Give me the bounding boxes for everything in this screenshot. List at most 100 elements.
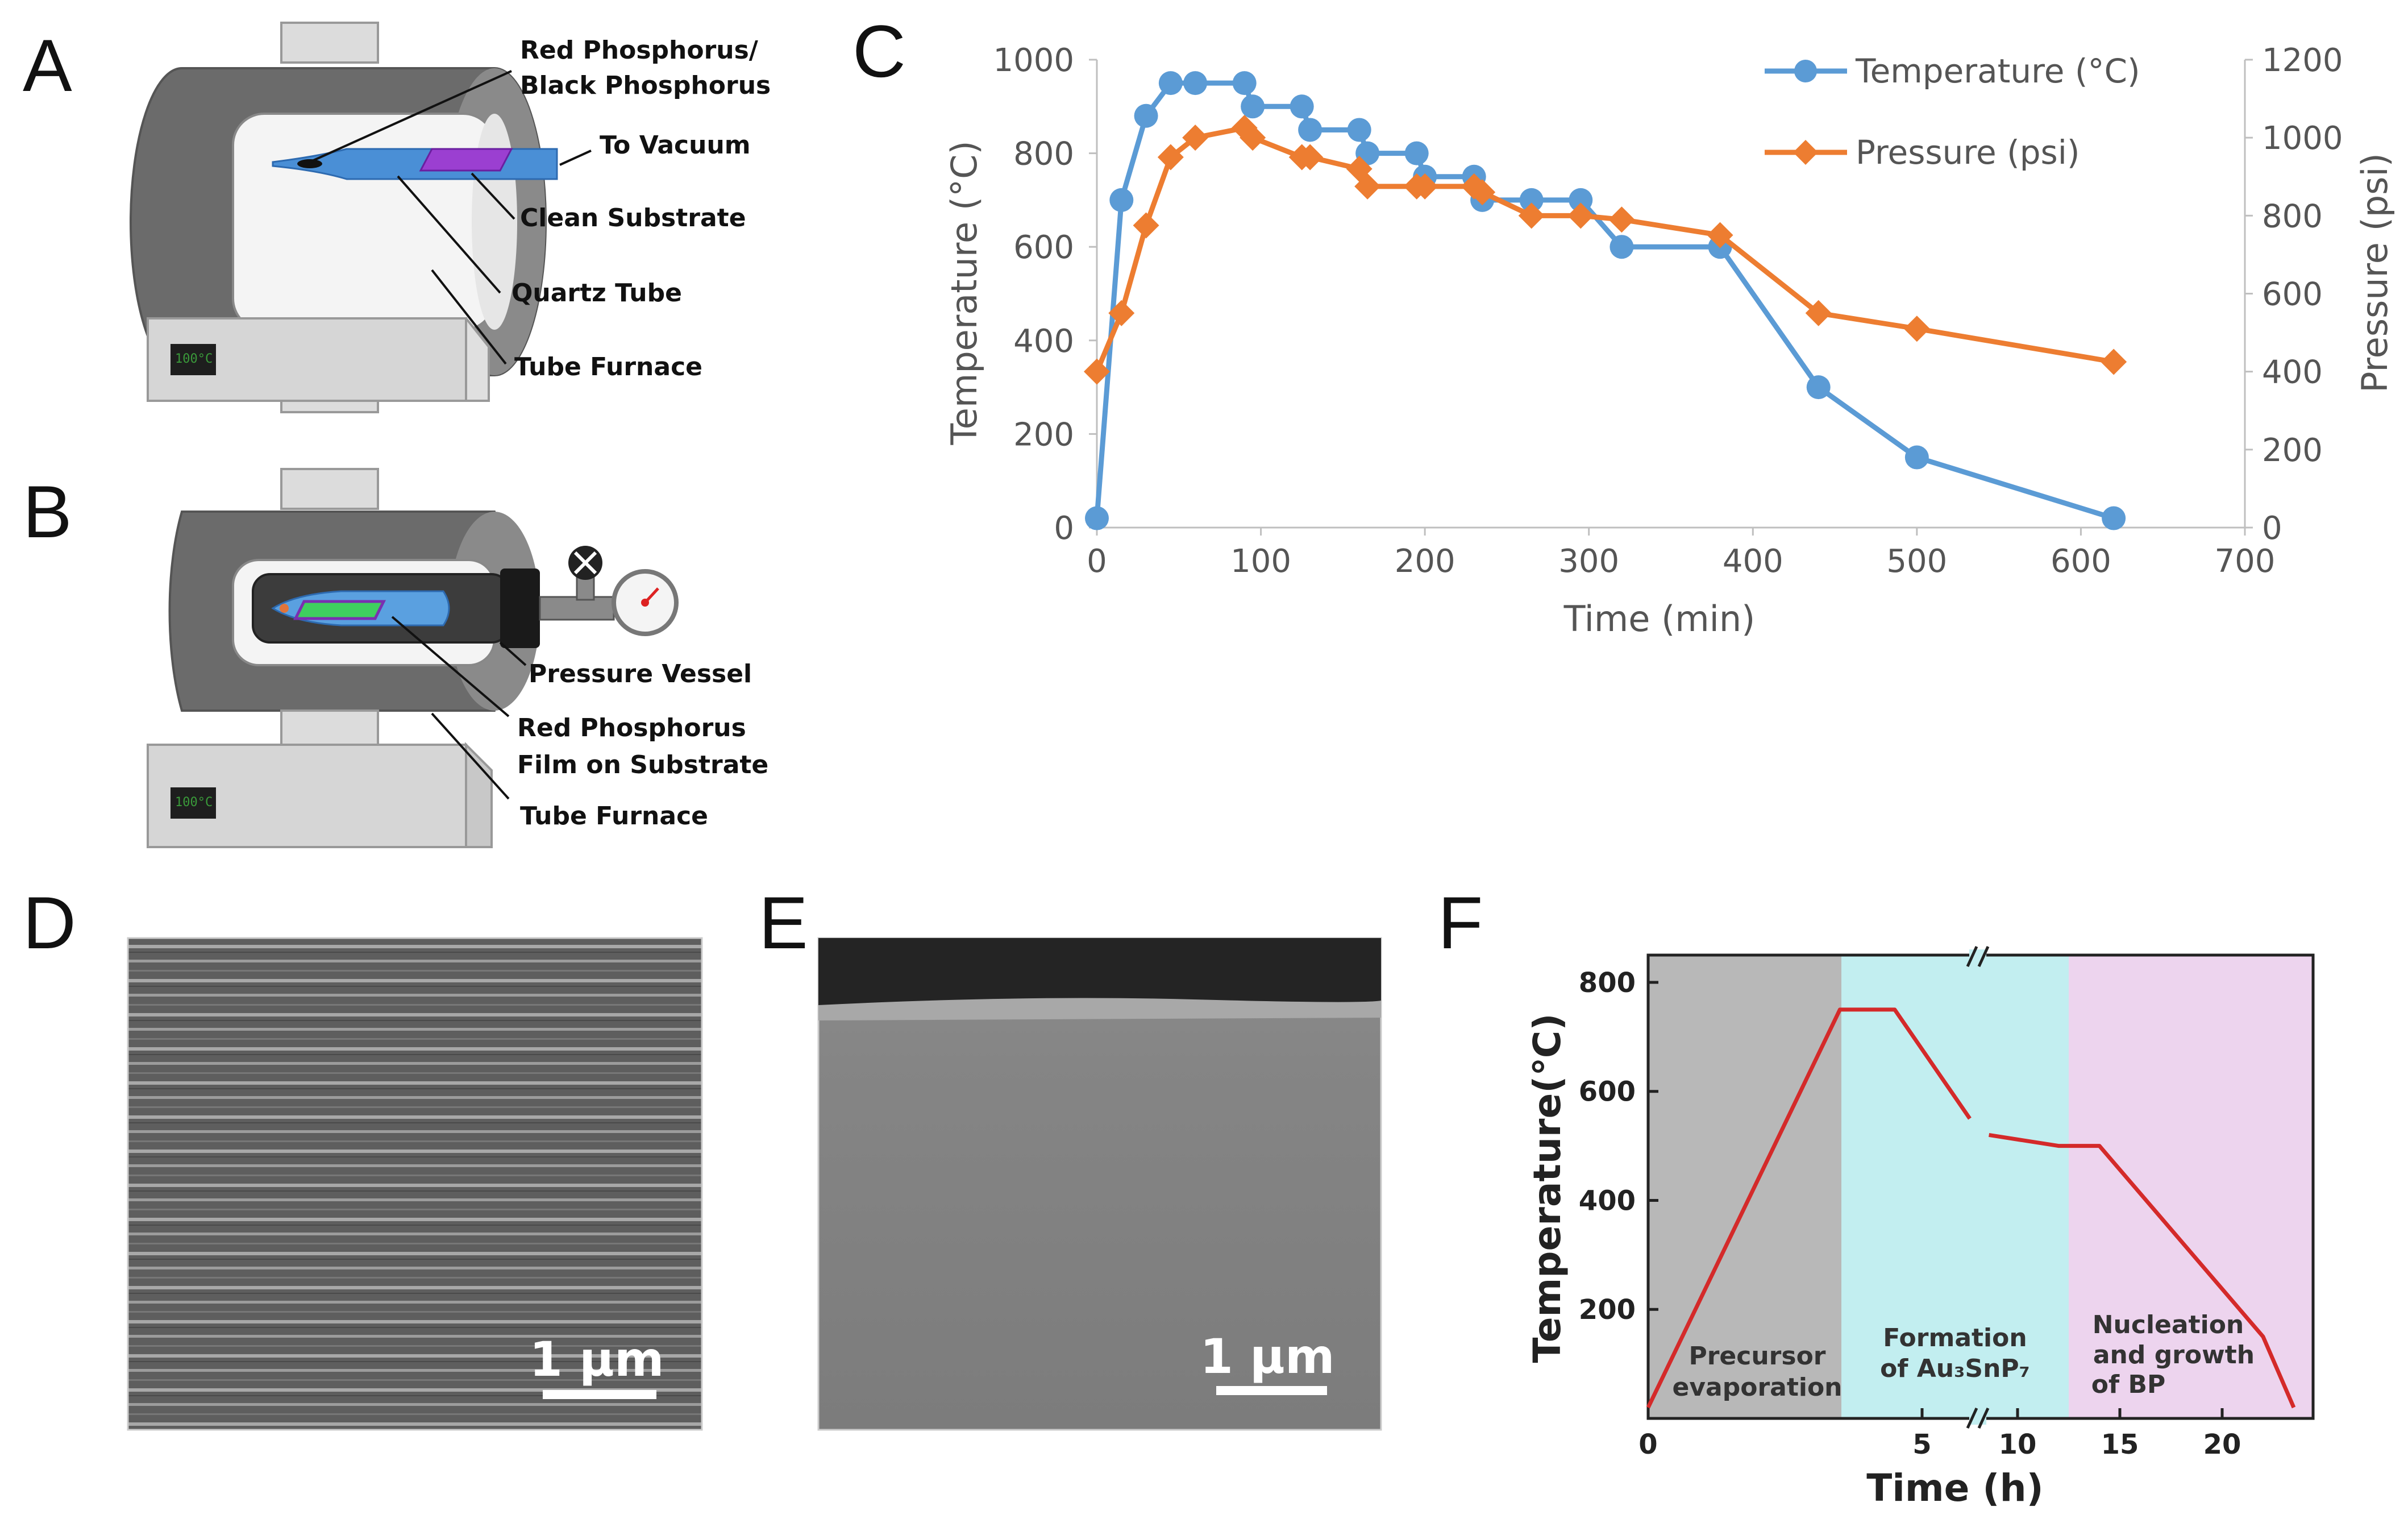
- f-region-label-nucleation-3: of BP: [2091, 1370, 2165, 1399]
- f-region-formation: [1841, 955, 2069, 1418]
- f-x-tick-label-2: 10: [1999, 1429, 2037, 1460]
- c-x-tick-label-4: 400: [1723, 543, 1783, 580]
- annotation-red-phosphorus-film: Red Phosphorus: [517, 713, 746, 742]
- c-y2-tick-label-4: 800: [2262, 198, 2323, 235]
- panel-e: E 1 μm: [759, 881, 1382, 1431]
- f-profile-line-1: [1646, 1007, 1972, 1409]
- f-y-tick-label-3: 800: [1579, 967, 1636, 999]
- annotation-tube-furnace-b: Tube Furnace: [520, 802, 708, 831]
- annotation-film-on-substrate: Film on Substrate: [517, 750, 768, 779]
- f-region-label-nucleation-2: and growth: [2093, 1341, 2255, 1370]
- f-region-label-formation-1: Formation: [1883, 1323, 2027, 1352]
- c-point-pressure-2: [1133, 212, 1159, 239]
- c-point-temperature-1: [1109, 188, 1134, 212]
- panel-label-b: B: [23, 470, 72, 553]
- c-point-temperature-2: [1134, 103, 1158, 128]
- c-y2-tick-label-1: 200: [2262, 432, 2323, 469]
- scale-bar-d: [543, 1390, 656, 1399]
- c-x-tick-label-7: 700: [2215, 543, 2276, 580]
- f-x-tick-label-3: 15: [2101, 1429, 2139, 1460]
- c-x-axis-title: Time (min): [1563, 598, 1756, 640]
- c-x-tick-label-1: 100: [1230, 543, 1291, 580]
- panel-label-c: C: [852, 10, 906, 93]
- annotation-to-vacuum: To Vacuum: [600, 131, 751, 160]
- f-y-tick-label-2: 600: [1579, 1076, 1636, 1108]
- c-point-pressure-10: [1354, 173, 1381, 200]
- annotation-pressure-vessel: Pressure Vessel: [529, 659, 752, 688]
- c-point-temperature-3: [1158, 71, 1183, 96]
- c-y-tick-label-5: 1000: [993, 42, 1074, 79]
- c-y-axis-title: Temperature (°C): [943, 140, 985, 445]
- c-x-tick-label-0: 0: [1087, 543, 1107, 580]
- c-y-tick-label-2: 400: [1013, 323, 1074, 360]
- f-region-label-formation-2: of Au₃SnP₇: [1880, 1354, 2030, 1383]
- c-point-temperature-7: [1290, 94, 1314, 119]
- f-x-tick-label-1: 5: [1912, 1429, 1931, 1460]
- c-legend-temperature-marker: [1794, 60, 1817, 82]
- c-point-temperature-16: [1569, 188, 1593, 212]
- c-series-line-pressure: [1094, 125, 2114, 373]
- f-series: [1646, 1007, 2296, 1409]
- c-y2-tick-label-0: 0: [2262, 510, 2282, 547]
- f-y-axis-title: Temperature(℃): [1525, 1014, 1569, 1363]
- f-y-tick-label-1: 400: [1579, 1185, 1636, 1217]
- f-axis-break: [1966, 945, 1990, 1429]
- c-x-tick-label-2: 200: [1395, 543, 1455, 580]
- c-point-pressure-16: [1567, 202, 1594, 229]
- annotation-black-phosphorus: Black Phosphorus: [520, 71, 771, 100]
- c-point-pressure-4: [1182, 125, 1209, 151]
- c-point-pressure-15: [1518, 202, 1545, 229]
- f-region-label-nucleation-1: Nucleation: [2093, 1310, 2244, 1339]
- c-y-tick-label-0: 0: [1054, 510, 1074, 547]
- scale-bar-label-d: 1 μm: [529, 1331, 664, 1387]
- c-point-pressure-0: [1084, 358, 1110, 385]
- c-legend-pressure-marker: [1793, 140, 1818, 165]
- scale-bar-label-e: 1 μm: [1200, 1329, 1334, 1384]
- panel-label-a: A: [23, 24, 72, 107]
- f-x-tick-label-4: 20: [2203, 1429, 2241, 1460]
- c-y2-tick-label-5: 1000: [2262, 120, 2343, 157]
- c-y2-axis-title: Pressure (psi): [2354, 153, 2395, 393]
- panel-a: A 100°C Red Phosphorus/ Black Phosphorus…: [23, 22, 771, 413]
- furnace-display-b: 100°C: [175, 795, 213, 810]
- annotation-quartz-tube: Quartz Tube: [511, 279, 682, 308]
- c-legend-pressure: Pressure (psi): [1856, 133, 2080, 172]
- c-x-tick-label-3: 300: [1558, 543, 1619, 580]
- c-point-temperature-5: [1232, 71, 1257, 96]
- c-y2-tick-label-6: 1200: [2262, 42, 2343, 79]
- c-point-pressure-6: [1240, 125, 1266, 151]
- c-x-tick-label-6: 600: [2051, 543, 2111, 580]
- c-point-temperature-20: [1904, 445, 1929, 470]
- c-legend-temperature: Temperature (°C): [1855, 52, 2140, 90]
- c-y2-tick-label-3: 600: [2262, 276, 2323, 313]
- f-y-tick-label-0: 200: [1579, 1294, 1636, 1326]
- c-point-temperature-9: [1347, 118, 1371, 142]
- c-point-temperature-6: [1241, 94, 1265, 119]
- c-point-temperature-0: [1085, 506, 1109, 530]
- c-point-temperature-21: [2102, 506, 2126, 530]
- c-legend: Temperature (°C) Pressure (psi): [1765, 52, 2140, 172]
- c-point-pressure-21: [2101, 348, 2127, 375]
- c-ticks: 0 100 200 300 400 500 600 700020040060080010000…: [993, 42, 2343, 580]
- f-x-axis-title: Time (h): [1866, 1466, 2043, 1510]
- c-series-line-temperature: [1094, 80, 2115, 521]
- panel-label-e: E: [759, 881, 808, 964]
- c-point-pressure-3: [1157, 144, 1184, 171]
- c-y-tick-label-1: 200: [1013, 416, 1074, 453]
- panel-c: C 0 100 200 300 400 500 600 7000200400600800100…: [852, 10, 2395, 640]
- c-point-temperature-15: [1519, 188, 1544, 212]
- c-point-pressure-14: [1469, 179, 1496, 206]
- f-region-label-precursor-2: evaporation: [1673, 1373, 1843, 1402]
- f-ticks: 200 400 600 800 0 5 10 15 20: [1579, 967, 2241, 1460]
- annotation-tube-furnace-a: Tube Furnace: [514, 352, 702, 381]
- panel-d: D 1 μm: [23, 881, 703, 1431]
- c-point-pressure-17: [1608, 206, 1635, 233]
- c-y-tick-label-3: 600: [1013, 229, 1074, 266]
- sem-image-d: [127, 937, 703, 1431]
- furnace-display-a: 100°C: [175, 352, 213, 366]
- panel-label-d: D: [23, 881, 76, 964]
- c-x-tick-label-5: 500: [1886, 543, 1947, 580]
- f-region-label-precursor-1: Precursor: [1688, 1342, 1825, 1371]
- c-y-tick-label-4: 800: [1013, 136, 1074, 173]
- c-point-temperature-8: [1298, 118, 1322, 142]
